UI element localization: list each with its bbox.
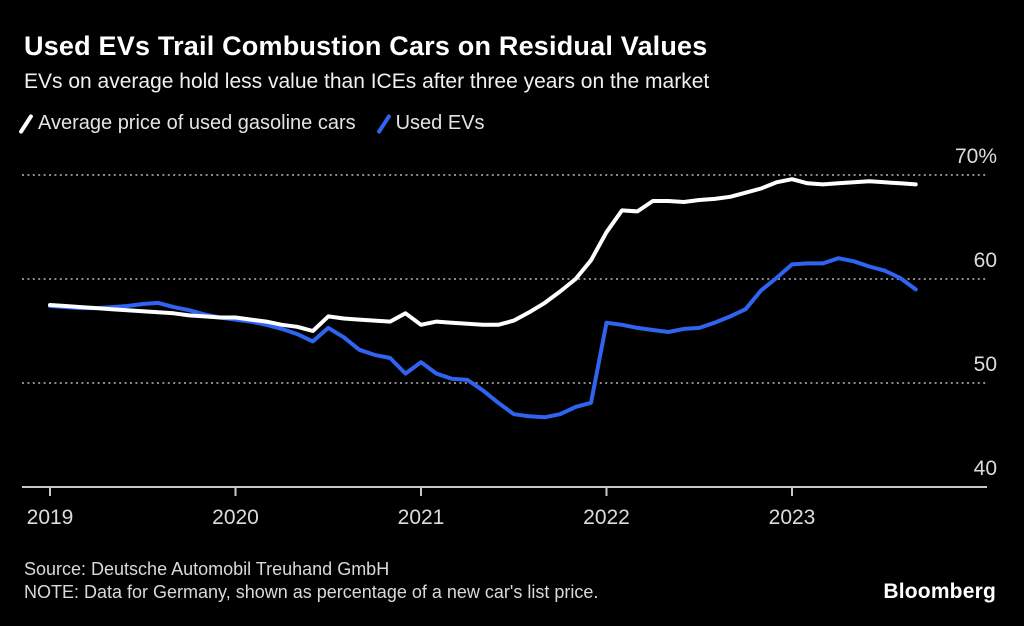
chart-subtitle: EVs on average hold less value than ICEs… bbox=[24, 69, 710, 93]
source-note-block: Source: Deutsche Automobil Treuhand GmbH… bbox=[24, 558, 598, 604]
y-axis-label-40: 40 bbox=[974, 457, 997, 480]
x-axis-label-2019: 2019 bbox=[27, 506, 74, 529]
legend-item-gasoline: Average price of used gasoline cars bbox=[18, 112, 356, 135]
used-evs-series-marker-icon bbox=[375, 113, 392, 134]
chart-legend: Average price of used gasoline cars Used… bbox=[18, 112, 485, 135]
series-line-average-price-of-used-gasoline-cars bbox=[48, 177, 918, 333]
gasoline-series-marker-icon bbox=[18, 113, 34, 134]
x-axis-label-2020: 2020 bbox=[212, 506, 259, 529]
source-text: Source: Deutsche Automobil Treuhand GmbH bbox=[24, 559, 390, 579]
chart-title: Used EVs Trail Combustion Cars on Residu… bbox=[24, 31, 708, 61]
legend-label-used-evs: Used EVs bbox=[395, 112, 485, 134]
x-axis-label-2023: 2023 bbox=[769, 506, 816, 529]
bloomberg-logo: Bloomberg bbox=[883, 580, 996, 603]
line-chart: 70% 60 50 40 2019 2020 2021 2022 2023 bbox=[22, 145, 997, 529]
legend-item-used-evs: Used EVs bbox=[375, 112, 485, 135]
x-axis-label-2021: 2021 bbox=[398, 506, 445, 529]
y-axis-label-70: 70% bbox=[955, 145, 997, 168]
series-line-used-evs bbox=[48, 256, 918, 420]
x-axis-label-2022: 2022 bbox=[583, 506, 630, 529]
chart-footer: Source: Deutsche Automobil Treuhand GmbH… bbox=[24, 558, 996, 604]
y-axis-label-50: 50 bbox=[974, 353, 997, 376]
chart-header: Used EVs Trail Combustion Cars on Residu… bbox=[24, 31, 1000, 94]
y-axis-label-60: 60 bbox=[974, 249, 997, 272]
note-text: NOTE: Data for Germany, shown as percent… bbox=[24, 582, 599, 602]
legend-label-gasoline: Average price of used gasoline cars bbox=[38, 112, 356, 134]
